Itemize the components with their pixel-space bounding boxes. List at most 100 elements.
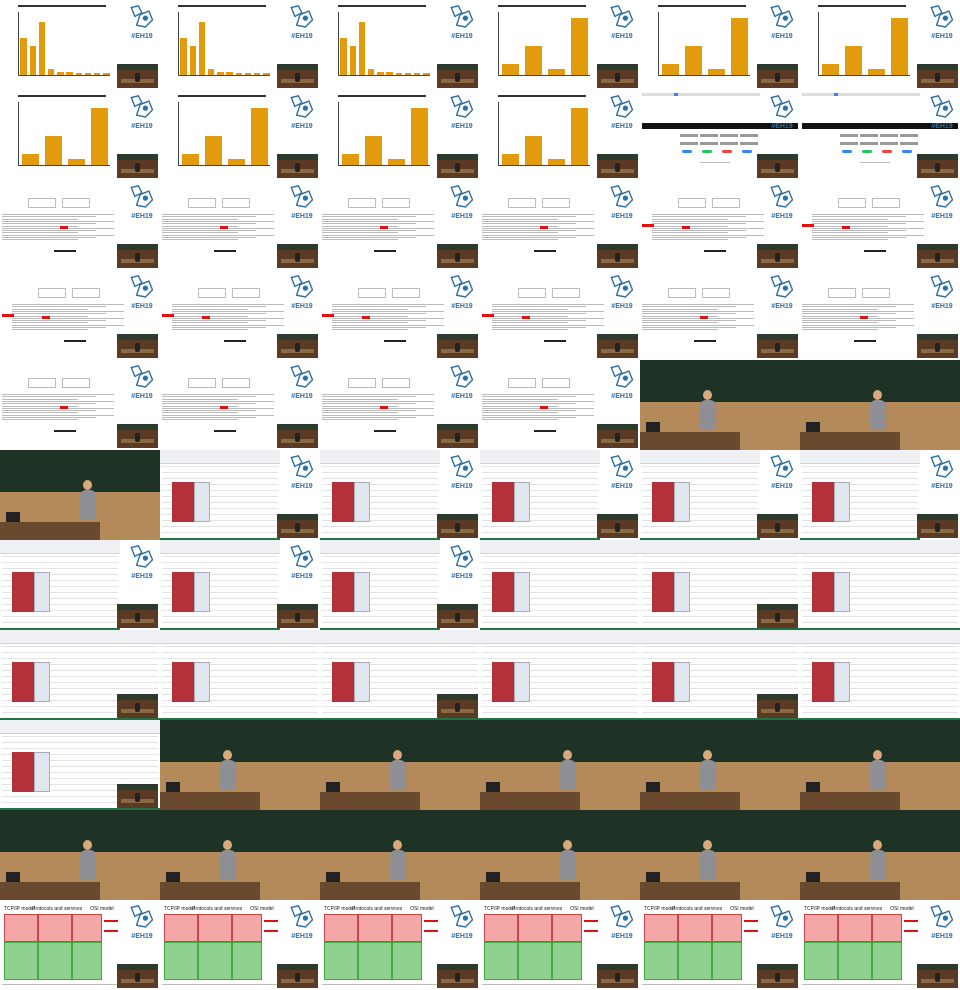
thumbnail-doc-wide[interactable]: #EH19 — [320, 270, 480, 360]
thumbnail-doc-wide[interactable]: #EH19 — [0, 270, 160, 360]
thumbnail-xl-full[interactable] — [800, 630, 960, 720]
thumbnail-chart-b[interactable]: #EH19 — [480, 90, 640, 180]
thumbnail-xl[interactable]: #EH19 — [160, 540, 320, 630]
dashboard-tile — [720, 134, 738, 137]
thumbnail-live[interactable] — [480, 720, 640, 810]
thumbnail-osi[interactable]: TCP/IP model Protocols and services OSI mo… — [160, 900, 320, 990]
spreadsheet-grey-block — [34, 752, 50, 792]
thumbnail-doc[interactable]: #EH19 — [640, 270, 800, 360]
thumbnail-xl[interactable]: #EH19 — [800, 450, 960, 540]
thumbnail-xl[interactable]: #EH19 — [480, 450, 640, 540]
thumbnail-live[interactable] — [800, 720, 960, 810]
thumbnail-xl-full[interactable] — [160, 630, 320, 720]
thumbnail-doc-wide[interactable]: #EH19 — [640, 180, 800, 270]
thumbnail-live[interactable] — [320, 810, 480, 900]
thumbnail-xl-full[interactable] — [800, 540, 960, 630]
thumbnail-xl[interactable]: #EH19 — [0, 540, 160, 630]
thumbnail-doc[interactable]: #EH19 — [320, 360, 480, 450]
thumbnail-xl[interactable]: #EH19 — [160, 450, 320, 540]
thumbnail-xl-full[interactable] — [480, 630, 640, 720]
spreadsheet-row — [802, 622, 958, 623]
thumbnail-doc[interactable]: #EH19 — [0, 180, 160, 270]
thumbnail-xl[interactable]: #EH19 — [320, 540, 480, 630]
spreadsheet-red-block — [172, 662, 194, 702]
thumbnail-osi[interactable]: TCP/IP model Protocols and services OSI mo… — [320, 900, 480, 990]
spreadsheet-red-block — [652, 572, 674, 612]
spreadsheet-row — [802, 466, 918, 467]
thumbnail-live[interactable] — [160, 720, 320, 810]
thumbnail-doc[interactable]: #EH19 — [480, 180, 640, 270]
thumbnail-live[interactable] — [0, 810, 160, 900]
thumbnail-doc-wide[interactable]: #EH19 — [480, 270, 640, 360]
thumbnail-chart-b[interactable]: #EH19 — [0, 90, 160, 180]
lecture-desk — [480, 882, 580, 900]
speaker-camera-inset — [437, 244, 478, 268]
thumbnail-live[interactable] — [800, 810, 960, 900]
chart-bar — [205, 136, 222, 165]
thumbnail-doc-wide[interactable]: #EH19 — [800, 180, 960, 270]
thumbnail-doc[interactable]: #EH19 — [160, 180, 320, 270]
thumbnail-chart-a[interactable]: #EH19 — [320, 0, 480, 90]
thumbnail-live[interactable] — [0, 450, 160, 540]
doc-text-line — [322, 412, 398, 414]
thumbnail-osi[interactable]: TCP/IP model Protocols and services OSI mo… — [480, 900, 640, 990]
thumbnail-xl-full[interactable] — [320, 630, 480, 720]
speaker — [80, 850, 96, 880]
thumbnail-live[interactable] — [640, 720, 800, 810]
spreadsheet-row — [2, 562, 118, 563]
thumbnail-osi[interactable]: TCP/IP model Protocols and services OSI mo… — [800, 900, 960, 990]
chart-axes — [178, 102, 270, 166]
thumbnail-live[interactable] — [480, 810, 640, 900]
speaker — [390, 760, 406, 790]
thumbnail-dash[interactable]: #EH19 — [640, 90, 800, 180]
spreadsheet-status-bar — [800, 628, 960, 630]
spreadsheet-row — [322, 658, 478, 659]
thumbnail-chart-b[interactable]: #EH19 — [480, 0, 640, 90]
thumbnail-doc[interactable]: #EH19 — [0, 360, 160, 450]
thumbnail-xl[interactable]: #EH19 — [640, 450, 800, 540]
thumbnail-live[interactable] — [320, 720, 480, 810]
thumbnail-chart-a[interactable]: #EH19 — [0, 0, 160, 90]
thumbnail-xl-full[interactable] — [640, 630, 800, 720]
spreadsheet-row — [642, 520, 758, 521]
thumbnail-xl-full[interactable] — [480, 540, 640, 630]
spreadsheet-row — [802, 508, 918, 509]
thumbnail-live[interactable] — [800, 360, 960, 450]
doc-text-line — [2, 220, 114, 222]
chart-bar — [263, 73, 270, 75]
thumbnail-chart-b[interactable]: #EH19 — [800, 0, 960, 90]
doc-text-line — [802, 310, 914, 312]
laptop — [806, 872, 820, 882]
osi-protocols-app — [198, 914, 232, 942]
thumbnail-chart-b[interactable]: #EH19 — [160, 90, 320, 180]
thumbnail-live[interactable] — [160, 810, 320, 900]
thumbnail-doc[interactable]: #EH19 — [160, 360, 320, 450]
thumbnail-doc[interactable]: #EH19 — [320, 180, 480, 270]
speaker — [220, 850, 236, 880]
spreadsheet-status-bar — [480, 628, 640, 630]
thumbnail-chart-b[interactable]: #EH19 — [640, 0, 800, 90]
thumbnail-osi[interactable]: TCP/IP model Protocols and services OSI mo… — [640, 900, 800, 990]
doc-text-line — [162, 237, 256, 238]
osi-osi-app — [872, 914, 902, 942]
thumbnail-live[interactable] — [640, 810, 800, 900]
thumbnail-xl-full[interactable] — [0, 720, 160, 810]
logo-hashtag: #EH19 — [611, 213, 633, 220]
thumbnail-live[interactable] — [640, 360, 800, 450]
spreadsheet-row — [482, 646, 638, 647]
rabbit-logo-icon — [770, 4, 794, 28]
thumbnail-doc-wide[interactable]: #EH19 — [160, 270, 320, 360]
thumbnail-xl-full[interactable] — [640, 540, 800, 630]
thumbnail-doc[interactable]: #EH19 — [800, 270, 960, 360]
doc-text-line — [482, 410, 576, 412]
thumbnail-dash[interactable]: #EH19 — [800, 90, 960, 180]
thumbnail-xl-full[interactable] — [0, 630, 160, 720]
thumbnail-xl[interactable]: #EH19 — [320, 450, 480, 540]
chart-bar — [22, 154, 39, 165]
thumbnail-chart-a[interactable]: #EH19 — [160, 0, 320, 90]
doc-box-left — [678, 198, 706, 208]
thumbnail-doc[interactable]: #EH19 — [480, 360, 640, 450]
chart-bar — [404, 73, 412, 75]
thumbnail-osi[interactable]: TCP/IP model Protocols and services OSI mo… — [0, 900, 160, 990]
thumbnail-chart-b[interactable]: #EH19 — [320, 90, 480, 180]
